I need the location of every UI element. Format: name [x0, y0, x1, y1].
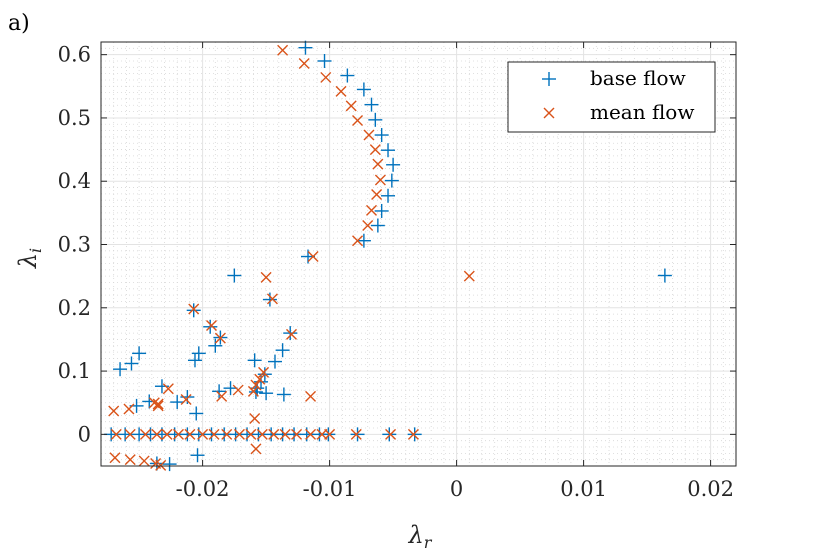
base-flow-point [300, 427, 314, 441]
x-tick-label: 0.02 [687, 477, 734, 501]
y-tick-label: 0 [78, 422, 91, 446]
panel-label: a) [8, 11, 30, 36]
mean-flow-point [261, 272, 271, 282]
base-flow-point [277, 387, 291, 401]
base-flow-point [351, 427, 365, 441]
mean-flow-point [373, 159, 383, 169]
base-flow-point [382, 427, 396, 441]
base-flow-point [189, 406, 203, 420]
base-flow-point [375, 204, 389, 218]
base-flow-point [357, 82, 371, 96]
x-axis-label-sub: r [424, 533, 433, 552]
base-flow-point [132, 346, 146, 360]
legend: base flow mean flow [508, 62, 715, 132]
base-flow-point [386, 158, 400, 172]
base-flow-point [408, 427, 422, 441]
base-flow-point [227, 269, 241, 283]
mean-flow-point [163, 384, 173, 394]
mean-flow-point [370, 145, 380, 155]
y-axis-label-base: λ [14, 253, 42, 269]
base-flow-point [248, 353, 262, 367]
base-flow-point [212, 384, 226, 398]
mean-flow-point [306, 391, 316, 401]
y-tick-label: 0.5 [58, 106, 91, 130]
mean-flow-point [181, 395, 191, 405]
y-axis-label-sub: i [26, 248, 45, 253]
mean-flow-point [364, 130, 374, 140]
base-flow-point [385, 174, 399, 188]
y-tick-label: 0.3 [58, 233, 91, 257]
base-flow-point [188, 353, 202, 367]
x-tick-label: 0.01 [560, 477, 607, 501]
base-flow-point [113, 362, 127, 376]
base-flow-point [371, 219, 385, 233]
mean-flow-point [250, 414, 260, 424]
mean-flow-point [375, 175, 385, 185]
base-flow-point [263, 293, 277, 307]
base-flow-point [375, 128, 389, 142]
y-tick-label: 0.2 [58, 296, 91, 320]
mean-flow-point [139, 456, 149, 466]
base-flow-point [251, 427, 265, 441]
mean-flow-point [346, 101, 356, 111]
base-flow-point [381, 143, 395, 157]
base-flow-point [268, 355, 282, 369]
base-flow-point [168, 427, 182, 441]
x-axis-label: λr [408, 521, 433, 552]
x-axis-label-base: λ [408, 521, 424, 549]
mean-flow-point [206, 321, 216, 331]
base-flow-point [365, 98, 379, 112]
mean-flow-point [251, 444, 261, 454]
mean-flow-point [299, 59, 309, 69]
mean-flow-point [153, 401, 163, 411]
base-flow-point [276, 343, 290, 357]
mean-flow-point [110, 453, 120, 463]
y-tick-label: 0.4 [58, 169, 91, 193]
base-flow-point [321, 427, 335, 441]
eigenvalue-scatter-chart: a) -0.02 -0.01 0 0.01 0.02 0 0.1 0.2 0.3 0.4 0.5 0.… [0, 0, 814, 554]
y-axis-label: λi [14, 248, 45, 269]
y-tick-label: 0.1 [58, 359, 91, 383]
x-tick-label: -0.01 [303, 477, 357, 501]
base-flow-point [357, 234, 371, 248]
legend-label-base-flow: base flow [590, 66, 686, 90]
base-flow-point [187, 303, 201, 317]
x-tick-label: 0 [450, 477, 463, 501]
y-tick-label: 0.6 [58, 43, 91, 67]
x-tick-label: -0.02 [176, 477, 230, 501]
mean-flow-point [336, 86, 346, 96]
legend-label-mean-flow: mean flow [590, 100, 694, 124]
base-flow-point [298, 41, 312, 55]
